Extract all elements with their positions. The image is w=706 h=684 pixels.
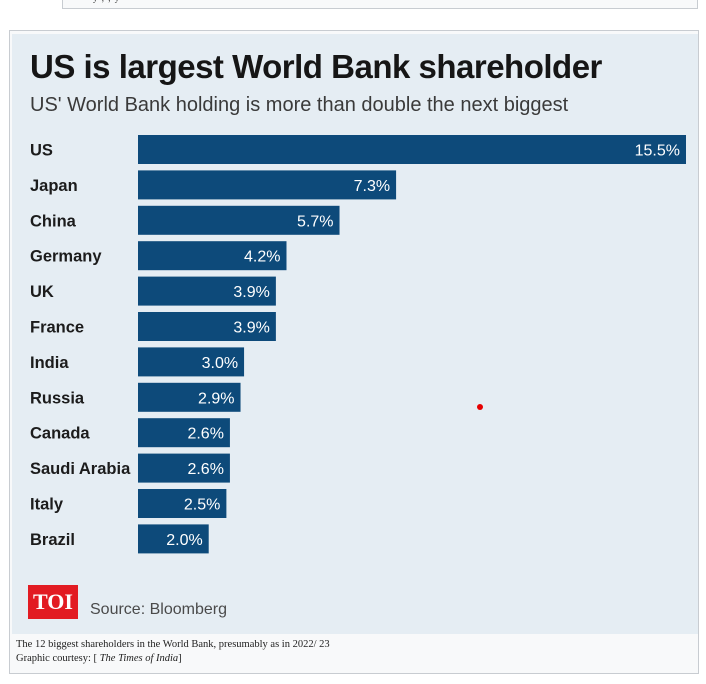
category-label: UK — [30, 283, 54, 301]
bar-value-label: 5.7% — [297, 213, 333, 230]
bar — [138, 524, 209, 554]
bar-value-label: 3.9% — [233, 320, 269, 337]
caption-source-link[interactable]: The Times of India — [99, 652, 179, 664]
category-label: Canada — [30, 425, 90, 443]
bar-value-label: 2.6% — [187, 426, 223, 443]
category-label: India — [30, 354, 69, 372]
bar-value-label: 4.2% — [244, 249, 280, 266]
bar — [138, 241, 287, 271]
bar — [138, 135, 686, 164]
bar — [138, 205, 340, 235]
caption-fragment-text: y , , y — [93, 0, 120, 3]
category-label: China — [30, 212, 77, 230]
bar — [138, 418, 230, 448]
toi-logo-text: TOI — [33, 589, 73, 614]
bar-value-label: 2.9% — [198, 390, 234, 407]
bar — [138, 276, 276, 306]
bar — [138, 347, 245, 377]
category-label: Russia — [30, 389, 85, 407]
bar — [138, 489, 227, 518]
bar-value-label: 2.5% — [184, 497, 220, 514]
bar — [138, 312, 276, 341]
bar — [138, 170, 397, 200]
toi-logo: TOI — [28, 585, 78, 619]
chart-panel: US is largest World Bank shareholder US'… — [12, 34, 698, 634]
caption-line-2: Graphic courtesy: [ The Times of India] — [16, 652, 330, 666]
category-label: US — [30, 142, 53, 160]
caption-prefix: Graphic courtesy: [ — [16, 652, 98, 664]
category-label: Germany — [30, 248, 102, 266]
category-label: Brazil — [30, 531, 75, 549]
bar-value-label: 15.5% — [635, 143, 680, 160]
chart-source: Source: Bloomberg — [90, 601, 227, 618]
category-label: Saudi Arabia — [30, 460, 131, 478]
category-label: France — [30, 319, 84, 337]
category-label: Japan — [30, 177, 78, 195]
figure-caption: The 12 biggest shareholders in the World… — [16, 638, 330, 665]
chart-subtitle: US' World Bank holding is more than doub… — [30, 94, 569, 116]
bar-value-label: 2.6% — [187, 461, 223, 478]
bar — [138, 382, 241, 412]
category-label: Italy — [30, 496, 64, 514]
bar-value-label: 2.0% — [166, 532, 202, 549]
caption-line-1: The 12 biggest shareholders in the World… — [16, 639, 330, 650]
bar-chart: US 15.5% Japan 7.3% China 5.7% Germany 4.2% UK 3.… — [30, 135, 686, 554]
bar — [138, 453, 230, 483]
bar-value-label: 7.3% — [354, 178, 390, 195]
caption-suffix: ] — [178, 652, 182, 664]
bar-value-label: 3.9% — [233, 284, 269, 301]
chart-title: US is largest World Bank shareholder — [30, 48, 602, 85]
previous-figure-caption-fragment: y , , y — [62, 0, 698, 9]
cursor-dot — [477, 404, 483, 410]
bar-value-label: 3.0% — [202, 355, 238, 372]
